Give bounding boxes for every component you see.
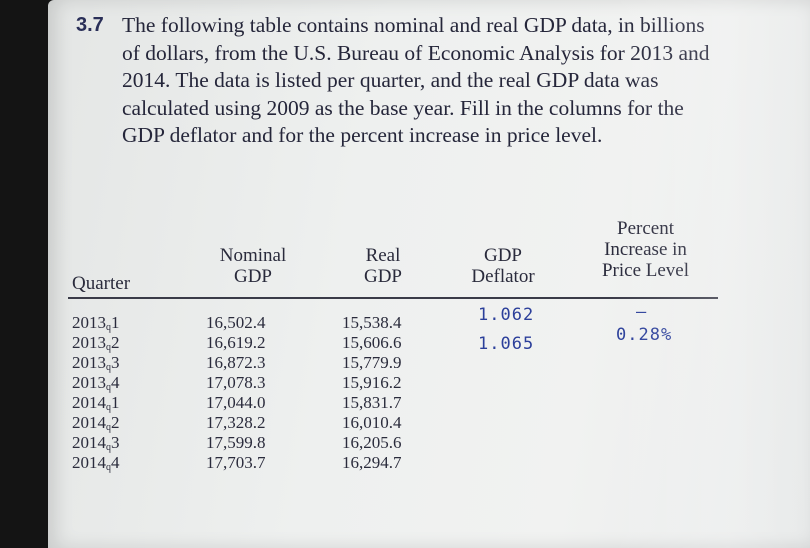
- nominal-gdp-cell: 17,328.2: [206, 413, 266, 432]
- handwritten-percent-q1: —: [636, 302, 648, 322]
- problem-text: The following table contains nominal and…: [122, 13, 710, 147]
- quarter-number: 1: [111, 393, 120, 412]
- table-row-quarter: 2013q4: [72, 373, 120, 393]
- textbook-page: 3.7 The following table contains nominal…: [48, 0, 810, 548]
- nominal-gdp-cell: 17,044.0: [206, 393, 266, 412]
- real-gdp-column: 15,538.4 15,606.6 15,779.9 15,916.2 15,8…: [342, 313, 402, 473]
- quarter-number: 3: [111, 353, 120, 372]
- header-nominal-gdp: Nominal GDP: [198, 245, 308, 287]
- quarter-sub: q: [106, 402, 111, 413]
- header-percent-line1: Percent: [617, 218, 674, 239]
- quarter-year: 2013: [72, 353, 106, 372]
- handwritten-percent-q2: 0.28%: [616, 325, 673, 345]
- header-quarter-text: Quarter: [72, 273, 131, 294]
- quarter-number: 1: [111, 313, 120, 332]
- quarter-year: 2014: [72, 453, 106, 472]
- quarter-column: 2013q1 2013q2 2013q3 2013q4 2014q1 2014q…: [72, 313, 120, 473]
- quarter-sub: q: [106, 322, 111, 333]
- real-gdp-cell: 16,205.6: [342, 433, 402, 452]
- quarter-sub: q: [106, 442, 111, 453]
- header-real-line1: Real: [365, 245, 401, 266]
- table-row-quarter: 2014q4: [72, 453, 120, 473]
- table-row-quarter: 2013q3: [72, 353, 120, 373]
- quarter-number: 2: [111, 413, 120, 432]
- header-percent-line3: Price Level: [601, 260, 690, 281]
- real-gdp-cell: 15,538.4: [342, 313, 402, 332]
- quarter-sub: q: [106, 342, 111, 353]
- real-gdp-cell: 15,779.9: [342, 353, 402, 372]
- nominal-gdp-cell: 17,599.8: [206, 433, 266, 452]
- nominal-gdp-cell: 17,703.7: [206, 453, 266, 472]
- header-percent-line2: Increase in: [604, 239, 687, 260]
- quarter-year: 2013: [72, 313, 106, 332]
- table-row-quarter: 2013q2: [72, 333, 120, 353]
- quarter-year: 2014: [72, 413, 106, 432]
- quarter-number: 4: [111, 373, 120, 392]
- table-row-quarter: 2014q3: [72, 433, 120, 453]
- problem-statement: 3.7 The following table contains nominal…: [76, 12, 766, 150]
- header-percent-increase: Percent Increase in Price Level: [583, 218, 708, 281]
- nominal-gdp-cell: 16,502.4: [206, 313, 266, 332]
- header-real-gdp: Real GDP: [338, 245, 428, 287]
- table-row-quarter: 2014q1: [72, 393, 120, 413]
- quarter-number: 4: [111, 453, 120, 472]
- real-gdp-cell: 15,831.7: [342, 393, 402, 412]
- real-gdp-cell: 16,010.4: [342, 413, 402, 432]
- quarter-sub: q: [106, 362, 111, 373]
- handwritten-deflator-q2: 1.065: [478, 334, 535, 354]
- real-gdp-cell: 15,606.6: [342, 333, 402, 352]
- nominal-gdp-cell: 16,619.2: [206, 333, 266, 352]
- table-row-quarter: 2014q2: [72, 413, 120, 433]
- nominal-gdp-cell: 16,872.3: [206, 353, 266, 372]
- header-nominal-line1: Nominal: [219, 245, 287, 266]
- quarter-year: 2013: [72, 333, 106, 352]
- header-rule: [68, 297, 718, 299]
- quarter-year: 2014: [72, 433, 106, 452]
- quarter-sub: q: [106, 462, 111, 473]
- header-deflator-line1: GDP: [483, 245, 522, 266]
- quarter-number: 3: [111, 433, 120, 452]
- quarter-sub: q: [106, 382, 111, 393]
- header-real-line2: GDP: [363, 266, 402, 287]
- nominal-gdp-cell: 17,078.3: [206, 373, 266, 392]
- header-deflator-line2: Deflator: [471, 266, 535, 287]
- nominal-gdp-column: 16,502.4 16,619.2 16,872.3 17,078.3 17,0…: [206, 313, 266, 473]
- quarter-number: 2: [111, 333, 120, 352]
- handwritten-deflator-q1: 1.062: [478, 305, 535, 325]
- table-row-quarter: 2013q1: [72, 313, 120, 333]
- real-gdp-cell: 16,294.7: [342, 453, 402, 472]
- problem-number: 3.7: [76, 14, 104, 36]
- real-gdp-cell: 15,916.2: [342, 373, 402, 392]
- header-nominal-line2: GDP: [233, 266, 272, 287]
- quarter-year: 2014: [72, 393, 106, 412]
- quarter-sub: q: [106, 422, 111, 433]
- header-gdp-deflator: GDP Deflator: [453, 245, 553, 287]
- quarter-year: 2013: [72, 373, 106, 392]
- header-quarter: Quarter: [72, 273, 130, 294]
